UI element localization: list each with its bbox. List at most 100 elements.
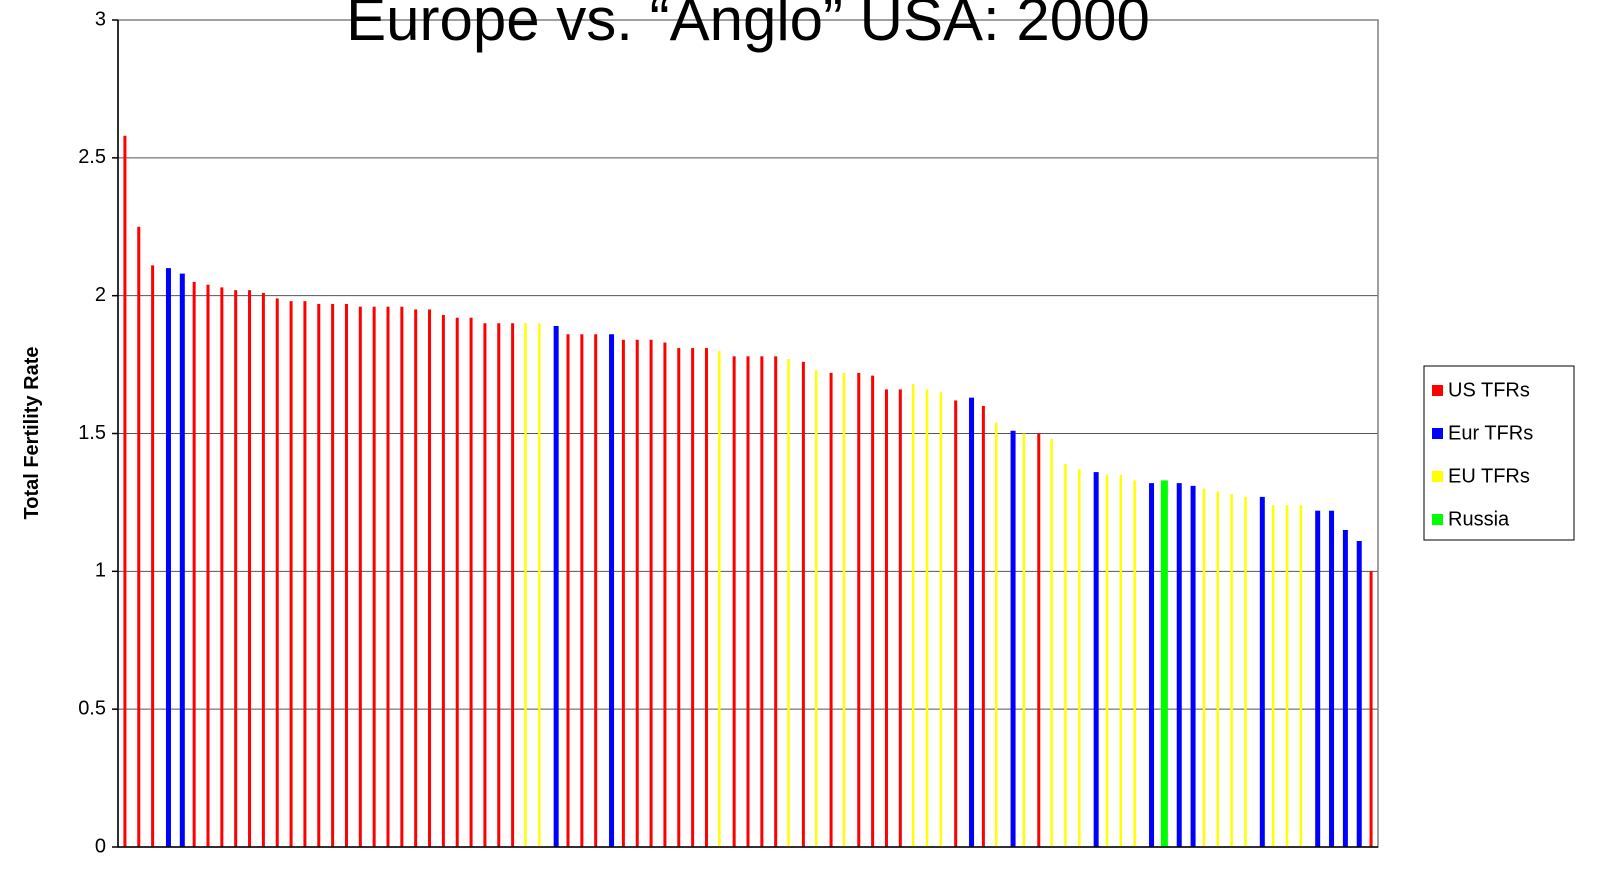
bar	[704, 348, 708, 847]
bar	[1078, 469, 1081, 847]
bar	[1176, 483, 1182, 847]
y-tick-label: 2.5	[78, 146, 106, 168]
bar	[400, 306, 404, 847]
bar	[497, 323, 501, 847]
bar	[538, 323, 541, 847]
legend-label: Russia	[1448, 508, 1510, 530]
y-tick-label: 3	[95, 8, 106, 30]
bar	[1230, 494, 1233, 847]
bar	[1216, 491, 1220, 847]
bar	[248, 290, 252, 847]
bar	[234, 290, 238, 847]
bar	[635, 339, 639, 847]
bar	[455, 317, 459, 848]
bar	[441, 314, 445, 847]
bar	[566, 334, 570, 847]
bar	[1050, 439, 1053, 847]
bar	[994, 422, 998, 847]
bar	[344, 303, 348, 848]
legend-box	[1423, 365, 1575, 541]
bar	[1149, 483, 1155, 847]
bar	[303, 301, 307, 847]
bar	[261, 292, 265, 847]
bar	[1119, 474, 1123, 847]
bar	[649, 339, 653, 847]
bar	[1010, 430, 1016, 847]
y-tick-label: 0	[95, 835, 106, 857]
bar	[1244, 496, 1247, 847]
bar	[289, 301, 293, 847]
bar	[621, 339, 625, 847]
chart-title: Europe vs. “Anglo” USA: 2000	[346, 0, 1150, 53]
bar	[331, 303, 335, 848]
bar	[746, 356, 750, 847]
y-ticks: 0 0.5 1 1.5 2 2.5 3	[78, 8, 118, 857]
bar	[1202, 488, 1206, 847]
bars	[123, 135, 1373, 848]
bar	[787, 359, 790, 847]
bar	[1064, 463, 1067, 847]
y-tick-label: 2	[95, 284, 106, 306]
legend: US TFRs Eur TFRs EU TFRs Russia	[1423, 365, 1575, 541]
bar	[414, 309, 418, 847]
bar	[511, 323, 515, 847]
bar	[220, 287, 224, 847]
bar	[969, 397, 975, 847]
bar	[925, 389, 929, 847]
bar	[358, 306, 362, 847]
bar	[774, 356, 778, 847]
bar	[206, 284, 210, 847]
legend-label: EU TFRs	[1448, 465, 1530, 487]
bar	[1342, 529, 1348, 847]
bar	[137, 226, 141, 847]
bar	[275, 298, 279, 847]
bar	[939, 392, 943, 847]
bar	[1356, 541, 1362, 847]
bar	[428, 309, 432, 847]
bar	[829, 372, 833, 847]
bar	[1271, 505, 1275, 847]
bar	[1285, 505, 1289, 847]
bar	[691, 348, 695, 847]
bar	[469, 317, 473, 848]
bar	[1133, 480, 1136, 847]
bar	[814, 370, 818, 847]
bar	[553, 325, 559, 847]
bar	[1037, 433, 1041, 847]
bar	[1093, 472, 1099, 847]
bar	[911, 383, 915, 847]
bar	[1259, 496, 1265, 847]
y-tick-label: 0.5	[78, 697, 106, 719]
bar	[1299, 505, 1303, 847]
bar	[317, 303, 321, 848]
bar	[871, 375, 875, 847]
bar	[884, 389, 888, 847]
bar	[718, 350, 721, 847]
bar	[1329, 510, 1335, 847]
bar	[609, 334, 615, 847]
bar	[580, 334, 584, 847]
bar	[732, 356, 736, 847]
bar	[760, 356, 764, 847]
y-axis-title: Total Fertility Rate	[21, 347, 43, 520]
bar	[372, 306, 376, 847]
bar	[857, 372, 861, 847]
legend-swatch	[1432, 428, 1443, 439]
bar	[663, 342, 667, 847]
legend-label: Eur TFRs	[1448, 422, 1533, 444]
bar	[123, 135, 127, 847]
legend-label: US TFRs	[1448, 379, 1530, 401]
bar	[677, 348, 681, 847]
bar	[179, 273, 185, 847]
bar	[954, 400, 958, 847]
bar	[981, 405, 985, 847]
bar	[1022, 433, 1026, 847]
legend-swatch	[1432, 514, 1443, 525]
bar	[165, 268, 171, 848]
bar	[524, 323, 527, 847]
bar	[483, 323, 487, 847]
bar	[1190, 485, 1196, 847]
bar	[192, 281, 196, 848]
y-tick-label: 1	[95, 560, 106, 582]
